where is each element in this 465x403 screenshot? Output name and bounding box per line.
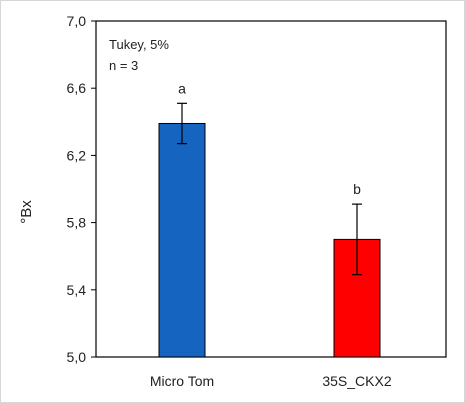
x-tick-label: Micro Tom	[150, 373, 214, 389]
error-bars	[177, 102, 362, 276]
y-tick-label: 5,4	[67, 282, 87, 298]
x-tick-label: 35S_CKX2	[322, 373, 391, 389]
bar-1	[158, 122, 206, 358]
y-tick-label: 7,0	[67, 13, 87, 29]
bars	[158, 122, 381, 358]
significance-letters: ab	[178, 80, 361, 197]
plot-border	[95, 20, 447, 358]
annotation-n: n = 3	[109, 58, 138, 73]
significance-letter: a	[178, 80, 186, 96]
x-axis-labels: Micro Tom 35S_CKX2	[150, 373, 392, 389]
annotation-test: Tukey, 5%	[109, 37, 169, 52]
y-tick-label: 6,6	[67, 80, 87, 96]
plot-area	[95, 20, 447, 358]
y-axis-ticks: 5,0 5,4 5,8 6,2 6,6 7,0	[67, 13, 96, 365]
significance-letter: b	[353, 181, 361, 197]
y-axis-label: °Bx	[18, 200, 35, 224]
y-tick-label: 5,0	[67, 349, 87, 365]
y-tick-label: 6,2	[67, 147, 87, 163]
y-tick-label: 5,8	[67, 215, 87, 231]
